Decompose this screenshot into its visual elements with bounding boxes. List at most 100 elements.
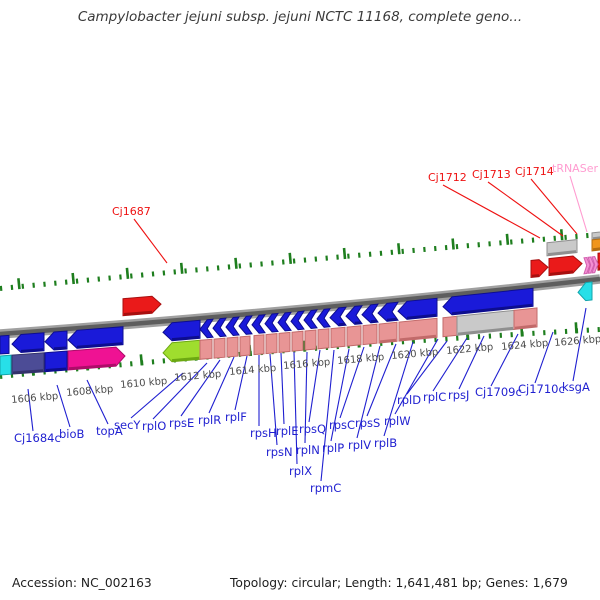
gene-rpsN[interactable]	[264, 312, 279, 333]
label-rplP[interactable]: rplP	[322, 441, 344, 455]
leader-rpsJ	[458, 335, 485, 390]
leader-rplO	[152, 362, 208, 420]
category-block-shade	[399, 334, 437, 341]
label-ksgA[interactable]: ksgA	[562, 380, 590, 394]
label-rpmC[interactable]: rpmC	[310, 481, 341, 495]
label-rplW[interactable]: rplW	[384, 414, 411, 428]
label-rplC[interactable]: rplC	[423, 390, 446, 404]
label-Cj1714[interactable]: Cj1714	[515, 165, 554, 178]
trna-ser[interactable]	[583, 256, 591, 275]
label-rplO[interactable]: rplO	[142, 419, 166, 433]
label-rplB[interactable]: rplB	[374, 436, 397, 450]
gene-Cj1713[interactable]	[548, 255, 583, 277]
leader-rplD	[406, 340, 448, 395]
misc-feature-shade	[592, 247, 600, 251]
label-rplX[interactable]: rplX	[289, 464, 312, 478]
category-block[interactable]	[378, 321, 398, 344]
category-block[interactable]	[226, 336, 239, 358]
leader-rpsS	[366, 343, 397, 417]
label-rplV[interactable]: rplV	[348, 438, 371, 452]
label-rplR[interactable]: rplR	[198, 413, 221, 427]
gene-cds[interactable]	[377, 301, 399, 322]
gene-topA[interactable]	[67, 326, 124, 349]
category-block[interactable]	[0, 354, 12, 376]
gene-bioB[interactable]	[44, 330, 68, 351]
gene-rplF[interactable]	[238, 315, 253, 335]
gene-rplN[interactable]	[303, 309, 318, 330]
ruler-label-1616-kbp: 1616 kbp	[283, 357, 331, 372]
label-rpsC[interactable]: rpsC	[329, 418, 355, 432]
label-secY[interactable]: secY	[114, 418, 141, 432]
category-block[interactable]	[44, 350, 68, 373]
category-block[interactable]	[291, 330, 304, 352]
gene-cds[interactable]	[329, 306, 347, 327]
category-block-shade	[457, 326, 514, 335]
gene-rplR[interactable]	[225, 316, 240, 337]
label-rpsQ[interactable]: rpsQ	[299, 422, 326, 436]
label-Cj1713[interactable]: Cj1713	[472, 168, 511, 181]
gene-Cj1712[interactable]	[530, 259, 549, 279]
gene-ksgA[interactable]	[577, 281, 593, 302]
trna-ser[interactable]	[591, 256, 599, 274]
gene-rpsE[interactable]	[212, 317, 227, 338]
label-rplN[interactable]: rplN	[296, 443, 320, 457]
category-block[interactable]	[362, 323, 378, 346]
gene-rplE[interactable]	[277, 311, 292, 332]
ruler-label-1612-kbp: 1612 kbp	[174, 369, 222, 384]
category-block[interactable]	[199, 338, 213, 360]
gene-rpsQ[interactable]	[316, 308, 331, 328]
label-Cj1709c[interactable]: Cj1709c	[475, 385, 522, 399]
gene-rpsH[interactable]	[251, 314, 266, 334]
category-block[interactable]	[278, 331, 291, 353]
leader-rplX	[293, 351, 298, 465]
label-Cj1712[interactable]: Cj1712	[428, 171, 467, 184]
gene-rplX[interactable]	[290, 310, 305, 331]
label-rpsH[interactable]: rpsH	[250, 426, 277, 440]
leader-rpmC	[320, 349, 335, 482]
category-block[interactable]	[11, 352, 45, 375]
label-Cj1684c[interactable]: Cj1684c	[14, 431, 61, 445]
leader-secY	[130, 372, 184, 419]
gene-cds[interactable]	[361, 303, 379, 324]
ruler-label-1624-kbp: 1624 kbp	[501, 338, 549, 353]
leader-topA	[86, 379, 109, 425]
label-bioB[interactable]: bioB	[59, 427, 85, 441]
leader-Cj1709c	[490, 333, 519, 387]
category-block[interactable]	[253, 334, 265, 356]
label-rpsS[interactable]: rpsS	[355, 416, 380, 430]
gene-Cj1684c[interactable]	[11, 332, 45, 354]
label-Cj1687[interactable]: Cj1687	[112, 205, 151, 218]
category-block[interactable]	[265, 333, 278, 355]
trna-ser[interactable]	[587, 256, 595, 274]
category-block[interactable]	[330, 326, 346, 349]
leader-rpsE	[180, 359, 221, 417]
label-rplF[interactable]: rplF	[225, 410, 247, 424]
gene-cds[interactable]	[0, 334, 10, 355]
category-block[interactable]	[317, 328, 330, 350]
category-block-shade	[514, 324, 537, 330]
label-rplE[interactable]: rplE	[276, 424, 299, 438]
label-rpsE[interactable]: rpsE	[169, 416, 194, 430]
label-rpsJ[interactable]: rpsJ	[448, 388, 469, 402]
leader-rplB	[383, 341, 414, 437]
gene-Cj1713-shade	[549, 270, 574, 276]
label-tRNASer[interactable]: tRNASer	[552, 162, 598, 175]
label-Cj1710c[interactable]: Cj1710c	[518, 382, 565, 396]
category-block[interactable]	[239, 335, 251, 357]
gene-cds[interactable]	[397, 297, 438, 320]
ruler-label-1610-kbp: 1610 kbp	[120, 376, 168, 391]
category-block[interactable]	[442, 315, 458, 338]
ruler-label-1614-kbp: 1614 kbp	[229, 363, 277, 378]
category-block[interactable]	[213, 337, 226, 359]
category-block[interactable]	[513, 307, 538, 330]
category-block[interactable]	[346, 325, 362, 347]
label-topA[interactable]: topA	[96, 424, 123, 438]
gene-rplO[interactable]	[199, 318, 214, 339]
gene-cds[interactable]	[345, 305, 363, 325]
label-rpsN[interactable]: rpsN	[266, 445, 293, 459]
category-block[interactable]	[398, 317, 438, 342]
category-block[interactable]	[304, 329, 317, 351]
label-rplD[interactable]: rplD	[397, 393, 421, 407]
